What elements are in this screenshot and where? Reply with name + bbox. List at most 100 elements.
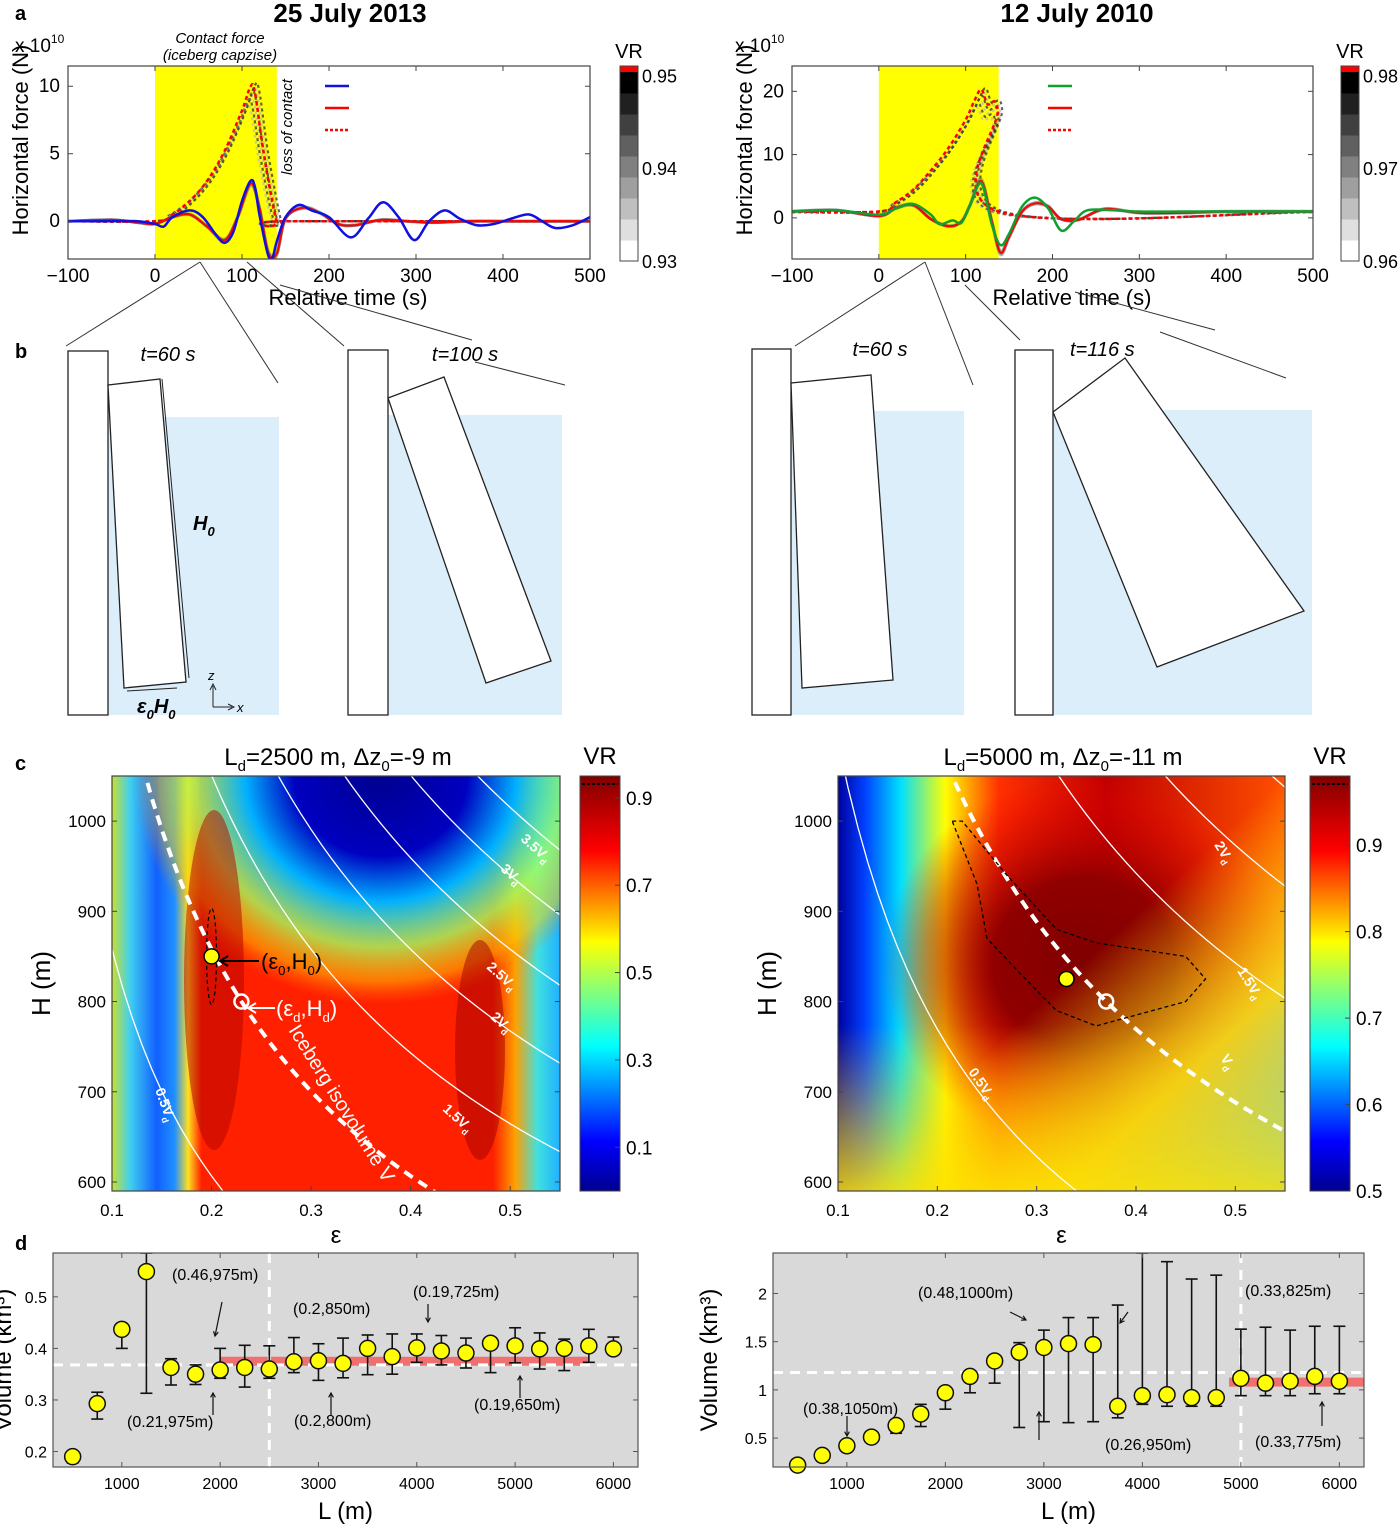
panel-a-right-chart: −100 0 100 200 300 400 500 0 10 20	[763, 65, 1329, 287]
y-tick-label: 1	[758, 1383, 767, 1400]
subscript: d	[1247, 993, 1258, 1003]
colorbar-step	[1341, 177, 1359, 199]
y-tick-label: 10	[763, 145, 784, 166]
x-tick-label: 500	[1297, 266, 1329, 287]
colorbar	[579, 775, 621, 1192]
isovolume-contour-line	[410, 776, 560, 916]
point-annotation: (0.46,975m)	[172, 1267, 258, 1284]
axes-icon	[209, 682, 236, 711]
x-tick-label: 200	[1037, 266, 1069, 287]
data-point	[137, 1262, 156, 1281]
data-point	[580, 1337, 598, 1355]
colorbar-step	[620, 114, 638, 136]
annotation-arrow-head	[1036, 1410, 1042, 1417]
colorbar-tick-label: 0.97	[1363, 159, 1398, 179]
y-tick-label: 0.5	[745, 1431, 767, 1448]
colorbar-frame	[619, 65, 639, 262]
y-tick-label: 1.5	[745, 1335, 767, 1352]
data-point	[260, 1360, 279, 1378]
x-tick-label: 100	[226, 266, 258, 287]
data-point	[788, 1456, 807, 1474]
data-point	[506, 1337, 524, 1355]
annotation-arrow-head	[210, 1391, 216, 1398]
y-tick-label: 700	[78, 1083, 106, 1102]
data-point	[481, 1334, 500, 1352]
heatmap-left-title: Ld=2500 m, Δz0=-9 m	[224, 744, 452, 775]
colorbar-step	[620, 177, 638, 199]
colorbar-step	[620, 156, 638, 178]
x-tick-label: 300	[400, 266, 432, 287]
label-part: 0	[307, 963, 314, 978]
y-tick-label: 10	[39, 76, 60, 97]
arrow-head	[218, 955, 229, 967]
heatmap-high-region	[455, 940, 505, 1160]
panel-c-left-heatmap	[112, 776, 560, 1191]
subscript: d	[459, 1126, 470, 1137]
plot-lines	[68, 81, 590, 259]
x-axis-label: L (m)	[1041, 1498, 1096, 1525]
data-point	[113, 1320, 131, 1339]
isovolume-contour-line	[1164, 776, 1285, 887]
x-tick-label: 300	[1123, 266, 1155, 287]
loss-of-contact-label: loss of contact	[279, 78, 296, 175]
data-point	[1330, 1372, 1349, 1390]
annotation-arrow	[1009, 1311, 1027, 1321]
panel-b-left-snapshot-2: t=100 s	[347, 344, 562, 716]
iceberg	[790, 374, 894, 689]
x-tick-label: 1000	[829, 1476, 865, 1493]
colorbar-label: VR	[1313, 743, 1346, 770]
data-point	[186, 1365, 205, 1383]
label-part: ,H	[285, 949, 307, 974]
data-point	[838, 1437, 856, 1455]
data-point	[1207, 1388, 1225, 1407]
subscript: d	[980, 1093, 991, 1103]
colorbar-tick-label: 0.9	[1356, 836, 1382, 857]
data-point	[1010, 1343, 1028, 1362]
point-annotation: (0.19,650m)	[474, 1397, 560, 1414]
isovolume-contour-line	[844, 776, 1078, 1191]
point-annotation: (0.48,1000m)	[918, 1285, 1013, 1302]
y-tick-label: 700	[804, 1083, 832, 1102]
y-tick-label: 800	[78, 993, 106, 1012]
data-point	[1084, 1335, 1102, 1354]
data-point	[1158, 1385, 1176, 1404]
heatmap-high-region	[184, 810, 244, 1150]
y-tick-label: 20	[763, 81, 784, 102]
panel-a-left-chart: −100 0 100 200 300 400 500 0 5 10	[39, 65, 606, 287]
data-point	[432, 1342, 451, 1360]
data-point	[555, 1339, 574, 1358]
x-axis-label: ε	[1056, 1222, 1067, 1249]
y-axis-label-a-right: Horizontal force (N)	[732, 45, 757, 236]
annotation-arrow	[1119, 1311, 1129, 1324]
x-tick-label: 0.5	[1224, 1201, 1248, 1220]
x-tick-label: 0.3	[1025, 1201, 1049, 1220]
colorbar-step	[1341, 114, 1359, 136]
data-point	[961, 1367, 979, 1386]
z-axis-label: z	[207, 668, 215, 683]
point-annotation: (0.33,825m)	[1245, 1283, 1331, 1300]
cliff	[751, 348, 792, 716]
time-label: t=100 s	[432, 344, 498, 366]
colorbar-step	[1341, 156, 1359, 178]
label-part: )	[330, 996, 337, 1021]
data-point	[1232, 1369, 1250, 1388]
event-title-right: 12 July 2010	[1000, 0, 1153, 28]
data-point	[862, 1428, 881, 1446]
data-point	[985, 1352, 1004, 1370]
vr-confidence-contour	[951, 820, 1207, 1027]
colorbar-tick-label: 0.5	[1356, 1182, 1382, 1203]
subscript: d	[499, 1026, 510, 1037]
y-tick-label: 0.4	[25, 1341, 47, 1358]
annotation-arrow-head	[844, 1431, 850, 1438]
isovolume-contour-line	[211, 776, 560, 1153]
data-point	[1133, 1386, 1152, 1405]
panel-label-c: c	[15, 753, 26, 775]
colorbar-tick-label: 0.94	[642, 159, 677, 179]
plot-frame	[837, 775, 1286, 1192]
plot-frame	[52, 1252, 639, 1468]
y-tick-label: 1000	[794, 812, 832, 831]
data-point	[1182, 1388, 1201, 1407]
data-point	[408, 1339, 426, 1357]
best-fit-point	[203, 948, 220, 965]
